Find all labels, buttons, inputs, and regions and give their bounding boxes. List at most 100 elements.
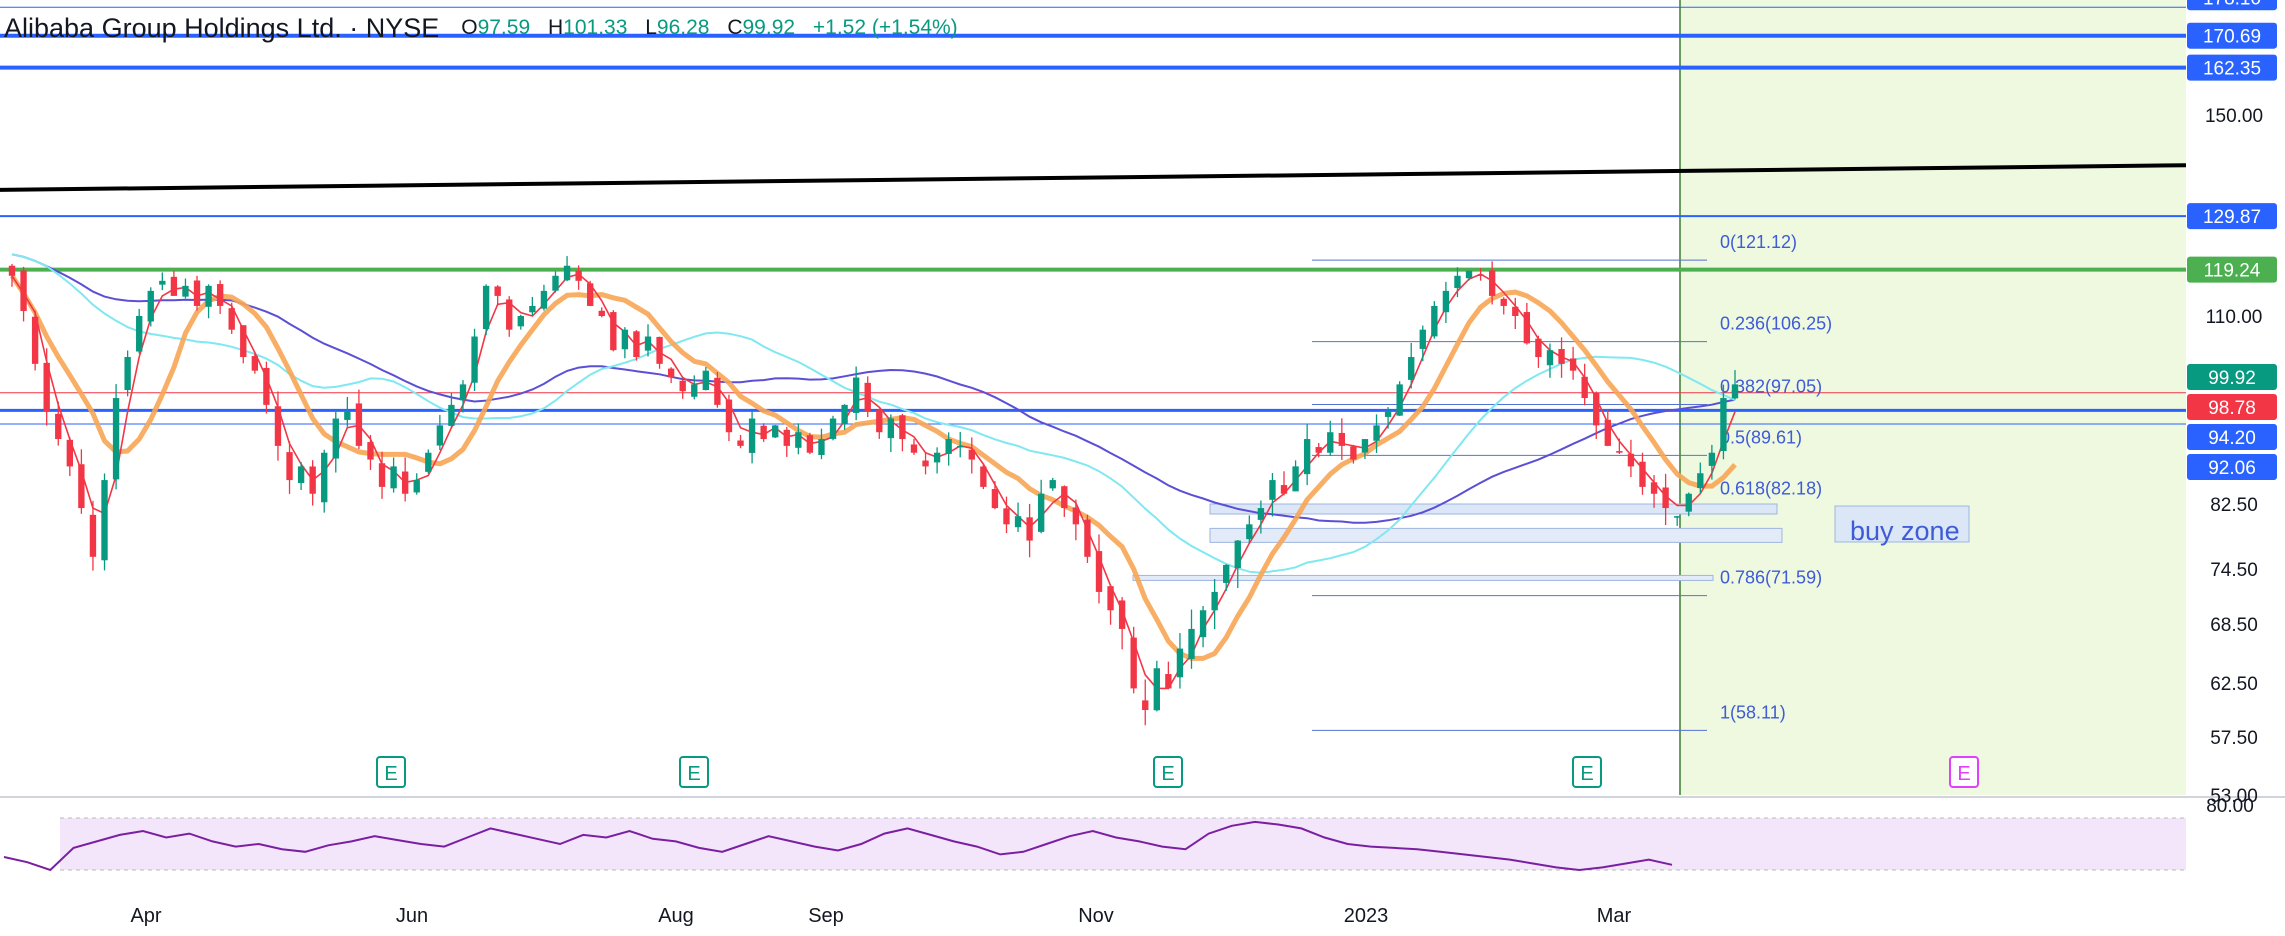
earnings-icon[interactable]: [376, 756, 406, 788]
candle[interactable]: [1720, 398, 1727, 451]
trendline[interactable]: [0, 163, 2187, 192]
candle[interactable]: [945, 439, 952, 454]
candle[interactable]: [1061, 486, 1068, 509]
candle[interactable]: [147, 290, 154, 322]
candle[interactable]: [1014, 516, 1022, 528]
candle[interactable]: [1535, 338, 1542, 358]
candle[interactable]: [598, 310, 605, 316]
candle[interactable]: [1037, 493, 1045, 532]
candle[interactable]: [401, 471, 409, 494]
earnings-icon[interactable]: [1572, 756, 1602, 788]
candle[interactable]: [876, 410, 883, 433]
candle[interactable]: [610, 312, 617, 351]
candle[interactable]: [55, 413, 62, 440]
candle[interactable]: [714, 377, 721, 405]
candle[interactable]: [679, 380, 686, 392]
candle[interactable]: [20, 270, 27, 311]
candle[interactable]: [910, 444, 918, 453]
candle[interactable]: [656, 336, 663, 364]
candle[interactable]: [1627, 453, 1635, 467]
candle[interactable]: [1303, 439, 1311, 475]
candle[interactable]: [378, 463, 386, 487]
candle[interactable]: [482, 285, 490, 330]
candle[interactable]: [193, 280, 201, 306]
candle[interactable]: [667, 368, 675, 378]
candle[interactable]: [459, 384, 467, 401]
candle[interactable]: [1500, 298, 1507, 306]
candle[interactable]: [691, 384, 698, 397]
candle[interactable]: [1593, 392, 1600, 426]
candle[interactable]: [286, 452, 293, 481]
candle[interactable]: [644, 336, 652, 351]
candle[interactable]: [506, 299, 513, 330]
candle[interactable]: [1176, 648, 1184, 678]
candle[interactable]: [621, 329, 629, 350]
candle[interactable]: [332, 418, 339, 459]
candle[interactable]: [1604, 419, 1611, 446]
candle[interactable]: [413, 480, 420, 493]
candle[interactable]: [1685, 493, 1692, 512]
ma-50-line[interactable]: [9, 274, 1737, 661]
candle[interactable]: [263, 367, 270, 405]
candle[interactable]: [1107, 586, 1114, 611]
price-tag[interactable]: [2187, 54, 2277, 81]
candle[interactable]: [321, 452, 328, 503]
candle[interactable]: [367, 442, 374, 460]
candle[interactable]: [425, 452, 432, 472]
candle[interactable]: [66, 439, 73, 467]
candle[interactable]: [228, 308, 235, 330]
price-tag[interactable]: [2187, 0, 2277, 11]
candle[interactable]: [136, 316, 143, 352]
candle[interactable]: [887, 418, 895, 439]
candle[interactable]: [274, 406, 282, 446]
candle[interactable]: [240, 325, 247, 358]
candle[interactable]: [563, 265, 571, 281]
price-tag[interactable]: [2187, 203, 2277, 230]
candle[interactable]: [436, 425, 444, 446]
candle[interactable]: [540, 290, 548, 309]
candle[interactable]: [1350, 446, 1357, 460]
candle[interactable]: [1558, 349, 1565, 364]
candle[interactable]: [1118, 600, 1126, 629]
candle[interactable]: [1569, 358, 1577, 371]
candle[interactable]: [1361, 439, 1369, 453]
candle[interactable]: [1072, 507, 1080, 525]
candle[interactable]: [1431, 305, 1438, 337]
candle[interactable]: [852, 377, 860, 413]
candle[interactable]: [1639, 461, 1646, 487]
candle[interactable]: [1731, 384, 1739, 399]
candle[interactable]: [1384, 411, 1392, 417]
candle[interactable]: [1581, 376, 1588, 399]
candle[interactable]: [552, 275, 559, 291]
candle[interactable]: [1246, 524, 1253, 540]
candle[interactable]: [112, 398, 120, 480]
candle[interactable]: [737, 440, 744, 446]
candle[interactable]: [182, 285, 189, 297]
ma-100-line[interactable]: [11, 253, 1736, 574]
zone-box[interactable]: [1209, 527, 1783, 543]
candle[interactable]: [1003, 508, 1010, 525]
candle[interactable]: [575, 270, 582, 281]
candle[interactable]: [899, 415, 906, 440]
candle[interactable]: [748, 418, 756, 453]
earnings-icon[interactable]: [679, 756, 709, 788]
candle[interactable]: [783, 429, 790, 446]
candle[interactable]: [702, 370, 710, 391]
candle[interactable]: [806, 435, 814, 453]
candle[interactable]: [1408, 357, 1415, 380]
candle[interactable]: [216, 284, 224, 306]
candle[interactable]: [1697, 473, 1704, 489]
candle[interactable]: [1026, 517, 1033, 541]
candle[interactable]: [922, 460, 929, 467]
candle[interactable]: [78, 464, 85, 509]
candle[interactable]: [1674, 516, 1681, 518]
candle[interactable]: [760, 425, 767, 440]
candle[interactable]: [494, 286, 501, 296]
candle[interactable]: [980, 466, 987, 487]
candle[interactable]: [390, 466, 397, 489]
rsi-line[interactable]: [3, 820, 1673, 872]
candle[interactable]: [1257, 508, 1265, 520]
candle[interactable]: [1211, 591, 1218, 611]
candle[interactable]: [1130, 637, 1137, 689]
